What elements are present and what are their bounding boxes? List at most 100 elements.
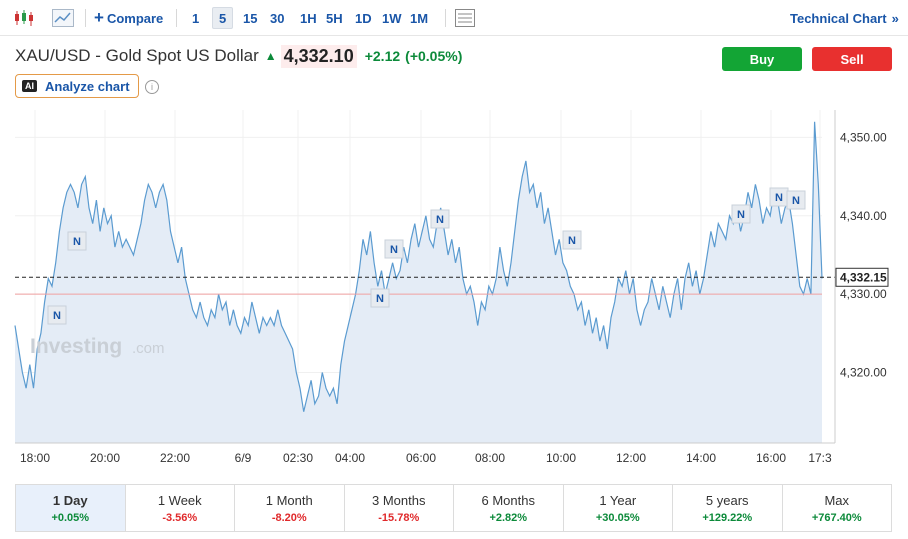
area-chart-icon[interactable]	[52, 0, 74, 36]
x-tick-label: 20:00	[90, 451, 120, 465]
news-marker[interactable]	[47, 305, 67, 325]
price-chart-svg[interactable]: 4,350.00 4,340.00 4,330.00 4,320.00 4,332.15…	[0, 110, 908, 472]
x-tick-label: 12:00	[616, 451, 646, 465]
period-label: 1 Day	[52, 492, 88, 508]
x-tick-label: 06:00	[406, 451, 436, 465]
buy-button[interactable]: Buy	[722, 47, 802, 71]
x-tick-label: 02:30	[283, 451, 313, 465]
news-marker-label: N	[568, 235, 576, 247]
x-tick-label: 18:00	[20, 451, 50, 465]
period-label: 1 Month	[265, 492, 313, 508]
technical-chart-link[interactable]: Technical Chart »	[790, 0, 899, 36]
x-tick-label: 10:00	[546, 451, 576, 465]
toolbar-divider	[445, 9, 446, 27]
x-tick-label: 14:00	[686, 451, 716, 465]
period-label: 1 Week	[157, 492, 202, 508]
price-change-percent: (+0.05%)	[405, 48, 463, 64]
analyze-chart-button[interactable]: AI Analyze chart	[15, 74, 139, 98]
y-tick-label: 4,320.00	[840, 365, 887, 379]
period-tab-max[interactable]: Max +767.40%	[783, 485, 892, 531]
investing-watermark: Investing	[30, 335, 122, 358]
x-tick-label: 17:3	[808, 451, 832, 465]
price-area-fill	[15, 121, 822, 444]
current-price-box	[835, 267, 889, 287]
last-price: 4,332.10	[280, 44, 357, 68]
period-tab-6-months[interactable]: 6 Months +2.82%	[454, 485, 564, 531]
news-marker-label: N	[53, 310, 61, 322]
investing-watermark-suffix: .com	[132, 340, 165, 357]
candlestick-chart-icon[interactable]	[14, 0, 34, 36]
compare-button[interactable]: + Compare	[94, 0, 163, 36]
news-marker[interactable]	[430, 209, 450, 229]
instrument-header: XAU/USD - Gold Spot US Dollar ▲ 4,332.10…	[15, 44, 462, 68]
x-tick-label: 08:00	[475, 451, 505, 465]
chart-toolbar: + Compare 1 5 15 30 1H 5H 1D 1W 1M Technical Cha…	[0, 0, 908, 36]
interval-button-5h[interactable]: 5H	[326, 10, 343, 26]
interval-button-5[interactable]: 5	[212, 7, 234, 29]
y-tick-label: 4,330.00	[840, 287, 887, 301]
news-marker-label: N	[775, 192, 783, 204]
table-view-icon[interactable]	[455, 0, 475, 36]
news-marker[interactable]	[370, 288, 390, 308]
period-change: -8.20%	[271, 511, 307, 524]
news-marker-label: N	[737, 209, 745, 221]
period-tab-1-month[interactable]: 1 Month -8.20%	[235, 485, 345, 531]
ai-badge: AI	[22, 80, 37, 92]
interval-button-30[interactable]: 30	[270, 10, 285, 26]
arrow-up-icon: ▲	[264, 49, 277, 63]
interval-button-1w[interactable]: 1W	[382, 10, 402, 26]
news-marker-label: N	[792, 195, 800, 207]
compare-label: Compare	[106, 10, 164, 26]
period-tab-1-day[interactable]: 1 Day +0.05%	[16, 485, 126, 531]
news-marker[interactable]	[384, 239, 404, 259]
y-tick-label: 4,350.00	[840, 130, 887, 144]
period-label: 6 Months	[481, 492, 535, 508]
news-marker[interactable]	[786, 190, 806, 210]
period-tab-1-week[interactable]: 1 Week -3.56%	[126, 485, 235, 531]
period-label: 1 Year	[599, 492, 637, 508]
info-icon[interactable]: i	[145, 80, 159, 94]
analyze-chart-label: Analyze chart	[45, 78, 130, 94]
x-tick-label: 04:00	[335, 451, 365, 465]
period-change: +129.22%	[702, 511, 753, 524]
period-tab-5-years[interactable]: 5 years +129.22%	[673, 485, 783, 531]
news-marker[interactable]	[562, 230, 582, 250]
toolbar-divider	[85, 9, 86, 27]
news-marker[interactable]	[67, 231, 87, 251]
news-marker-label: N	[376, 293, 384, 305]
period-change: +0.05%	[51, 511, 90, 524]
period-label: Max	[824, 492, 850, 508]
news-marker-label: N	[436, 214, 444, 226]
news-marker-label: N	[390, 244, 398, 256]
x-tick-label: 22:00	[160, 451, 190, 465]
period-label: 3 Months	[372, 492, 426, 508]
period-performance-bar: 1 Day +0.05% 1 Week -3.56% 1 Month -8.20% 3 Mo…	[15, 484, 892, 532]
interval-button-15[interactable]: 15	[243, 10, 258, 26]
x-tick-label: 16:00	[756, 451, 786, 465]
period-change: +30.05%	[595, 511, 640, 524]
instrument-title: XAU/USD - Gold Spot US Dollar	[15, 46, 259, 65]
x-tick-label: 6/9	[235, 451, 252, 465]
price-line	[14, 121, 823, 412]
interval-button-1d[interactable]: 1D	[355, 10, 372, 26]
price-chart[interactable]: 4,350.00 4,340.00 4,330.00 4,320.00 4,332.15…	[0, 110, 908, 472]
period-change: +2.82%	[489, 511, 528, 524]
double-chevron-right-icon: »	[891, 10, 899, 26]
period-change: -3.56%	[162, 511, 198, 524]
interval-button-1h[interactable]: 1H	[300, 10, 317, 26]
toolbar-divider	[176, 9, 177, 27]
technical-chart-label: Technical Chart	[790, 10, 887, 26]
price-change: +2.12	[364, 48, 401, 64]
period-tab-1-year[interactable]: 1 Year +30.05%	[564, 485, 673, 531]
interval-button-1[interactable]: 1	[192, 10, 200, 26]
current-price-label: 4,332.15	[840, 270, 887, 284]
period-change: +767.40%	[811, 511, 862, 524]
period-change: -15.78%	[378, 511, 420, 524]
sell-button[interactable]: Sell	[812, 47, 892, 71]
period-tab-3-months[interactable]: 3 Months -15.78%	[345, 485, 454, 531]
y-tick-label: 4,340.00	[840, 209, 887, 223]
news-marker[interactable]	[731, 204, 751, 224]
period-label: 5 years	[705, 492, 749, 508]
interval-button-1m[interactable]: 1M	[410, 10, 429, 26]
news-marker-label: N	[73, 236, 81, 248]
